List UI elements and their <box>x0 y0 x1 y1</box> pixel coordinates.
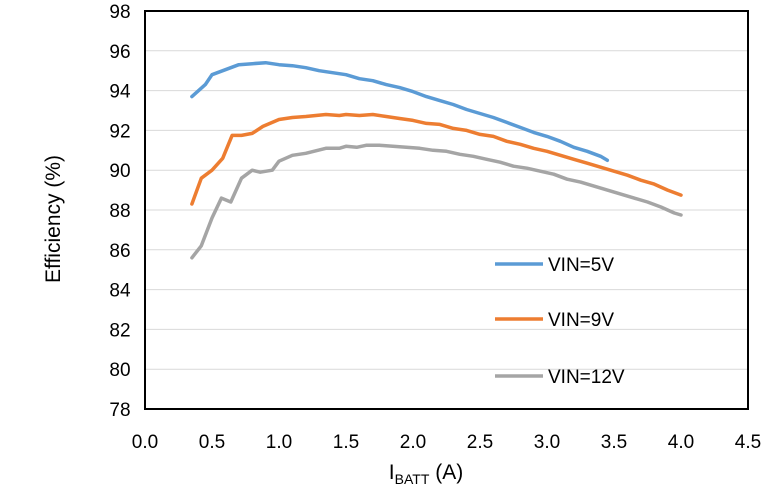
x-tick-label: 1.0 <box>266 432 292 453</box>
x-tick-label: 3.5 <box>601 432 627 453</box>
y-tick-labels: 78 80 82 84 86 88 90 92 94 96 98 <box>109 2 131 421</box>
series-line-vin-5v <box>190 60 610 163</box>
y-tick-label: 92 <box>109 121 130 142</box>
y-tick-label: 88 <box>109 201 130 222</box>
y-tick-label: 84 <box>109 281 131 302</box>
series-line-vin-9v <box>190 112 683 206</box>
x-tick-label: 0.0 <box>132 432 158 453</box>
x-axis-title: IBATT (A) <box>389 461 463 487</box>
x-axis-title-subscript: BATT <box>395 471 430 487</box>
x-tick-label: 2.0 <box>400 432 426 453</box>
y-axis-title: Efficiency (%) <box>42 155 65 283</box>
legend: VIN=5V VIN=9V VIN=12V <box>495 255 625 388</box>
series-line-vin-12v <box>190 143 683 260</box>
x-axis-title-main: I <box>389 461 395 484</box>
y-tick-label: 96 <box>109 42 130 63</box>
y-tick-label: 98 <box>109 2 130 23</box>
series-lines <box>190 60 683 260</box>
legend-label: VIN=12V <box>548 367 625 388</box>
x-tick-label: 1.5 <box>333 432 359 453</box>
legend-label: VIN=9V <box>548 310 614 331</box>
plot-area-border <box>144 10 749 410</box>
x-axis-title-unit: (A) <box>429 461 463 484</box>
y-tick-label: 90 <box>109 161 130 182</box>
y-tick-label: 94 <box>109 82 131 103</box>
y-tick-label: 78 <box>109 400 130 421</box>
x-tick-label: 4.0 <box>668 432 694 453</box>
y-tick-label: 80 <box>109 360 130 381</box>
x-tick-labels: 0.0 0.5 1.0 1.5 2.0 2.5 3.0 3.5 4.0 4.5 <box>132 432 761 453</box>
y-tick-label: 82 <box>109 320 130 341</box>
x-tick-label: 2.5 <box>467 432 493 453</box>
x-tick-label: 4.5 <box>735 432 761 453</box>
y-tick-label: 86 <box>109 241 130 262</box>
legend-label: VIN=5V <box>548 255 614 276</box>
gridlines <box>145 10 748 410</box>
x-tick-label: 0.5 <box>199 432 225 453</box>
x-tick-label: 3.0 <box>534 432 560 453</box>
